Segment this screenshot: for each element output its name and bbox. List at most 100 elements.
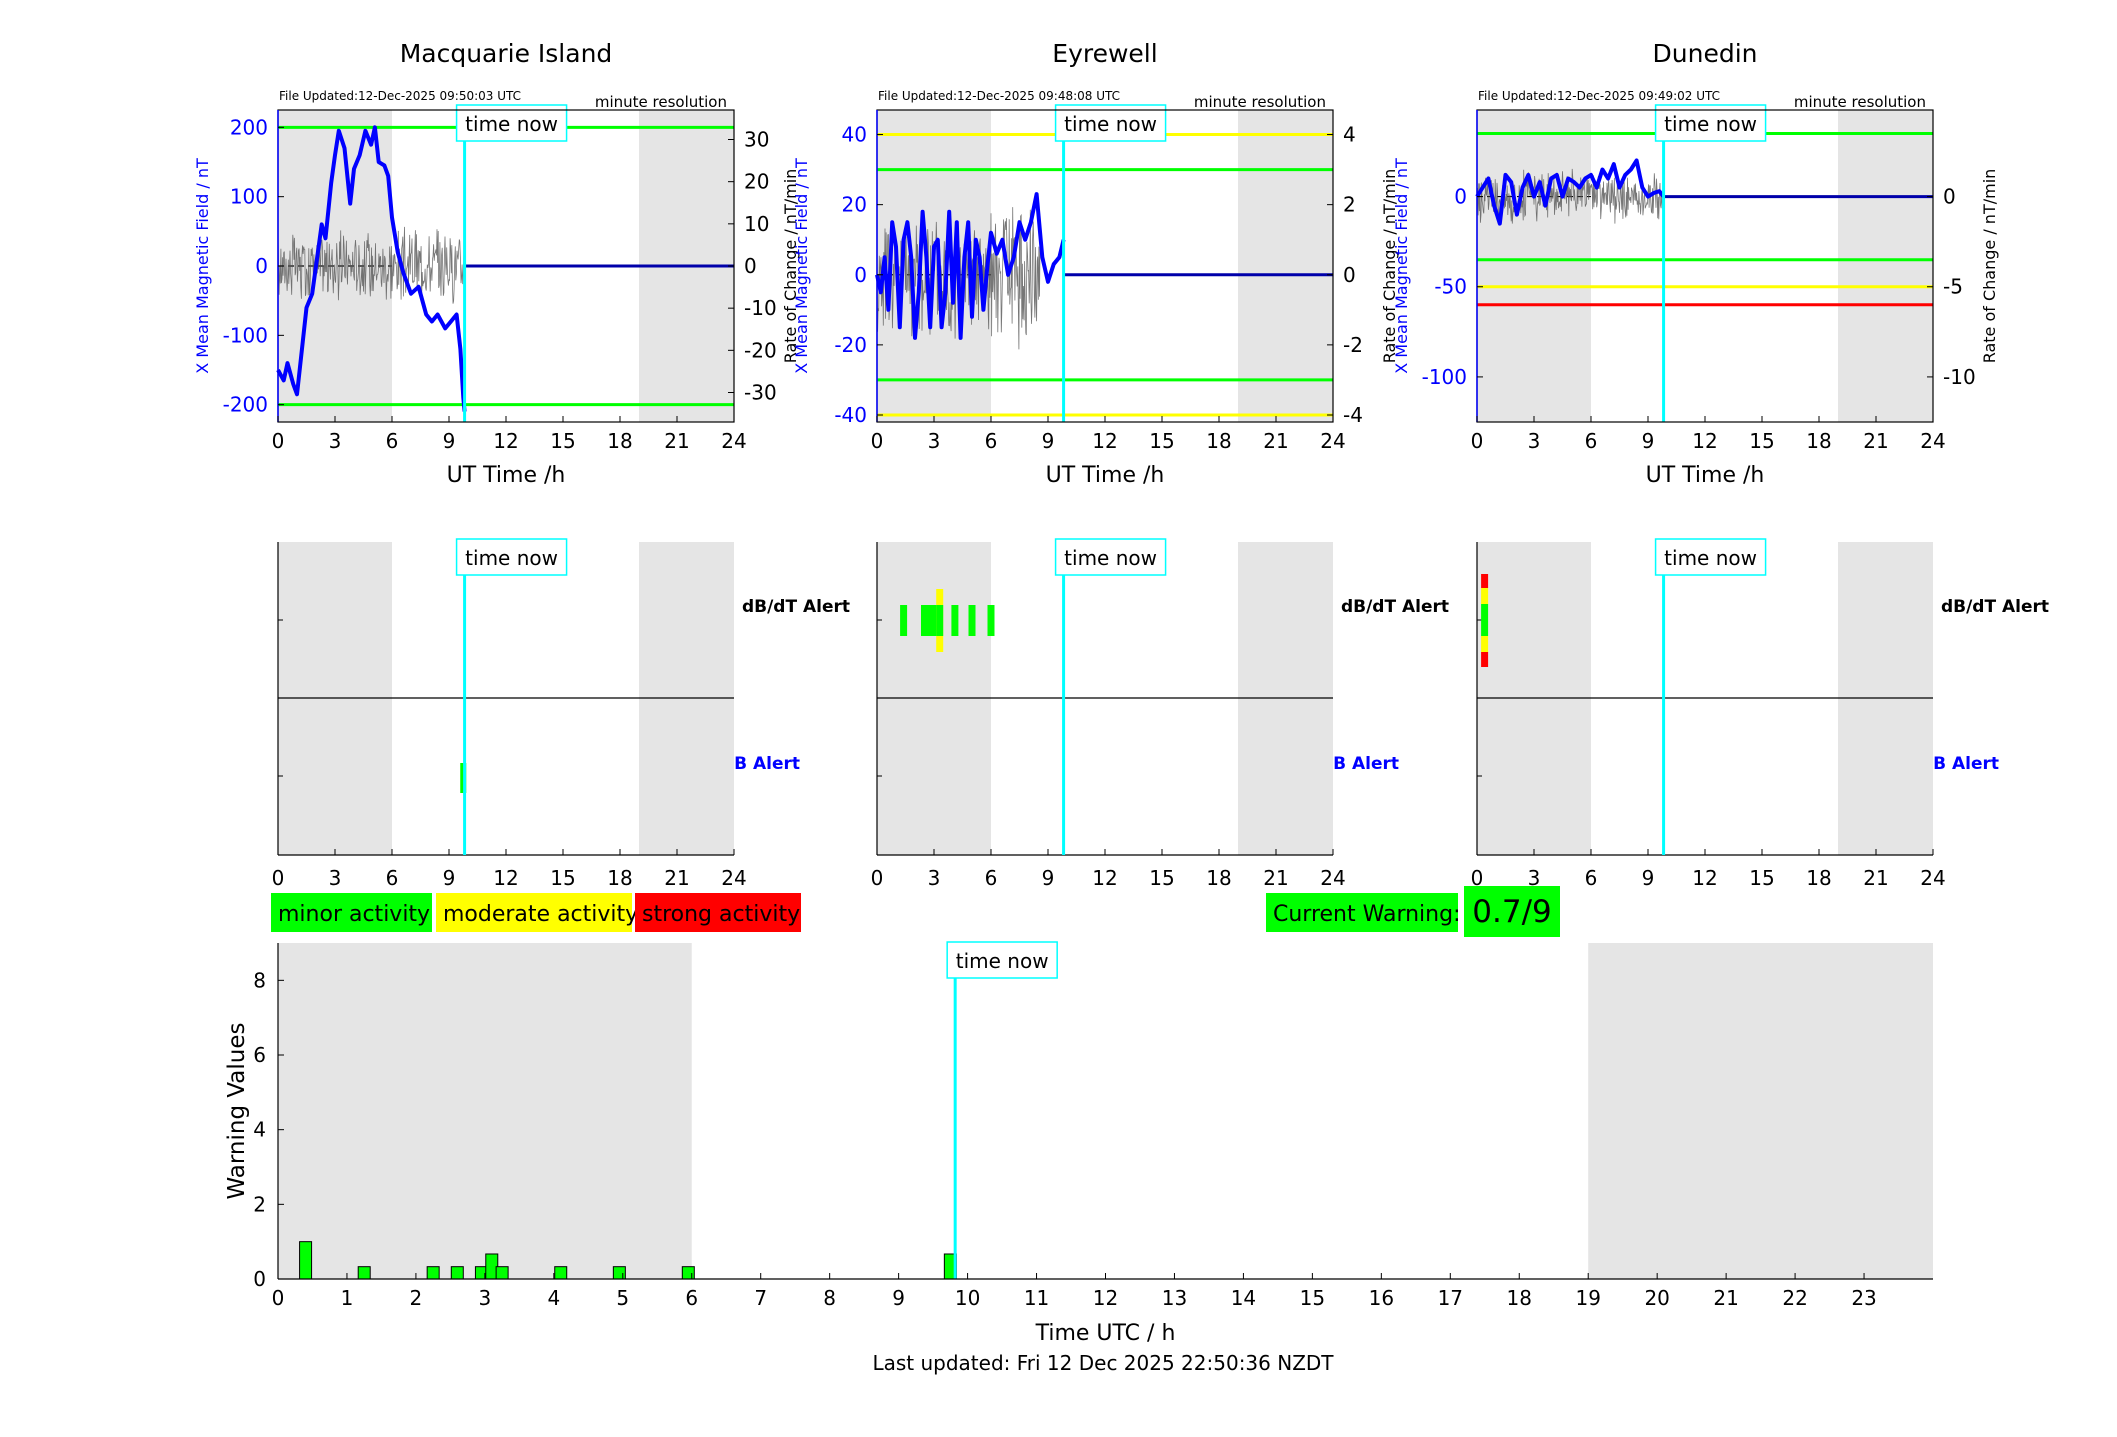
time-now-box	[455, 538, 568, 576]
last-updated: Last updated: Fri 12 Dec 2025 22:50:36 N…	[872, 1351, 1334, 1375]
x-tick-label: 0	[871, 866, 884, 890]
field-series	[875, 192, 1066, 340]
x-tick-label: 7	[754, 1286, 767, 1310]
magnetometer-chart-eyrewell: time now Eyrewell File Updated:12-Dec-2025…	[792, 39, 1399, 488]
x-tick-label: 3	[329, 866, 342, 890]
dbdt-alert-label: dB/dT Alert	[1941, 597, 2049, 617]
alert-chart-eyrewell: time now dB/dT Alert B Alert 0 3 6 9 12 15 18 21 24	[871, 538, 1449, 890]
magnetometer-charts: time now Macquarie Island File Updated:12-…	[193, 39, 1999, 488]
warning-bar	[450, 1266, 464, 1280]
daytime-shading	[278, 943, 692, 1279]
x-tick-label: 21	[664, 866, 689, 890]
x-tick-label: 19	[1575, 1286, 1600, 1310]
x-tick-label: 15	[1749, 866, 1774, 890]
y-right-tick-label: -10	[1943, 365, 1976, 389]
x-tick-label: 21	[1713, 1286, 1738, 1310]
current-warning-value: 0.7/9	[1472, 894, 1551, 930]
dbdt-alert-mark	[936, 605, 944, 636]
time-now-label: time now	[1664, 546, 1757, 570]
x-tick-label: 2	[410, 1286, 423, 1310]
y-left-tick-label: -100	[223, 323, 268, 347]
y-left-tick-label: 20	[842, 193, 867, 217]
x-tick-label: 0	[871, 429, 884, 453]
x-tick-label: 20	[1644, 1286, 1669, 1310]
x-tick-label: 9	[892, 1286, 905, 1310]
y-right-tick-label: -2	[1343, 333, 1363, 357]
y-left-tick-label: 100	[230, 185, 268, 209]
x-tick-label: 15	[1749, 429, 1774, 453]
time-now-label: time now	[465, 112, 558, 136]
daytime-shading	[1588, 943, 1933, 1279]
x-tick-label: 18	[1206, 866, 1231, 890]
x-tick-label: 9	[1042, 429, 1055, 453]
x-tick-label: 18	[1806, 429, 1831, 453]
x-tick-label: 15	[550, 429, 575, 453]
legend-minor-swatch	[271, 893, 432, 932]
warning-bar	[495, 1266, 509, 1280]
x-tick-label: 24	[1920, 429, 1945, 453]
y-right-tick-label: 20	[744, 170, 769, 194]
warning-bar	[357, 1266, 371, 1280]
legend-strong-label: strong activity	[642, 902, 800, 927]
daytime-shading	[1477, 110, 1591, 422]
x-tick-label: 15	[1149, 429, 1174, 453]
x-tick-label: 12	[1092, 429, 1117, 453]
magnetometer-chart-dunedin: time now Dunedin File Updated:12-Dec-2025 …	[1392, 39, 1999, 488]
y-tick-label: 8	[253, 968, 266, 992]
dbdt-alert-mark	[987, 605, 995, 636]
x-tick-label: 24	[1320, 429, 1345, 453]
x-tick-label: 21	[1863, 866, 1888, 890]
time-now-box	[455, 104, 568, 142]
x-tick-label: 14	[1231, 1286, 1256, 1310]
x-tick-label: 12	[1092, 866, 1117, 890]
resolution-label: minute resolution	[595, 93, 727, 111]
y-right-axis-label: Rate of Change / nT/min	[781, 169, 800, 364]
x-tick-label: 3	[1528, 429, 1541, 453]
x-tick-label: 1	[341, 1286, 354, 1310]
time-now-box	[1054, 104, 1167, 142]
dbdt-alert-label: dB/dT Alert	[1341, 597, 1449, 617]
x-tick-label: 24	[721, 866, 746, 890]
y-tick-label: 0	[253, 1267, 266, 1291]
y-left-tick-label: 200	[230, 115, 268, 139]
b-alert-label: B Alert	[1333, 754, 1399, 774]
x-tick-label: 6	[985, 429, 998, 453]
x-tick-label: 21	[1263, 866, 1288, 890]
time-now-label: time now	[1664, 112, 1757, 136]
y-left-tick-label: -200	[223, 393, 268, 417]
time-now-label: time now	[465, 546, 558, 570]
y-left-tick-label: 0	[1454, 185, 1467, 209]
x-tick-label: 12	[1692, 429, 1717, 453]
x-tick-label: 24	[1920, 866, 1945, 890]
x-axis-label: UT Time /h	[1046, 463, 1165, 488]
alert-chart-dunedin: time now dB/dT Alert B Alert 0 3 6 9 12 15 18 21 24	[1471, 538, 2049, 890]
x-tick-label: 12	[1093, 1286, 1118, 1310]
dbdt-alert-mark	[926, 605, 934, 636]
y-right-tick-label: 2	[1343, 193, 1356, 217]
warning-bar	[612, 1266, 626, 1280]
warning-bar	[681, 1266, 695, 1280]
x-tick-label: 0	[272, 429, 285, 453]
y-left-tick-label: -20	[834, 333, 867, 357]
dbdt-alert-mark	[1481, 652, 1489, 667]
dbdt-alert-mark	[951, 605, 959, 636]
dbdt-alert-mark	[900, 605, 908, 636]
y-right-tick-label: 30	[744, 128, 769, 152]
field-series	[1475, 158, 1666, 226]
resolution-label: minute resolution	[1794, 93, 1926, 111]
x-tick-label: 9	[1642, 429, 1655, 453]
x-tick-label: 15	[1300, 1286, 1325, 1310]
legend-moderate-swatch	[436, 893, 632, 932]
x-axis-label: UT Time /h	[1646, 463, 1765, 488]
x-tick-label: 12	[493, 429, 518, 453]
time-now-box	[1054, 538, 1167, 576]
dbdt-alert-mark	[931, 605, 939, 636]
legend-moderate-label: moderate activity	[443, 902, 638, 927]
field-series	[276, 125, 467, 412]
x-tick-label: 21	[1263, 429, 1288, 453]
legend-minor-label: minor activity	[278, 902, 430, 927]
dbdt-alert-mark	[1481, 588, 1489, 604]
x-tick-label: 10	[955, 1286, 980, 1310]
